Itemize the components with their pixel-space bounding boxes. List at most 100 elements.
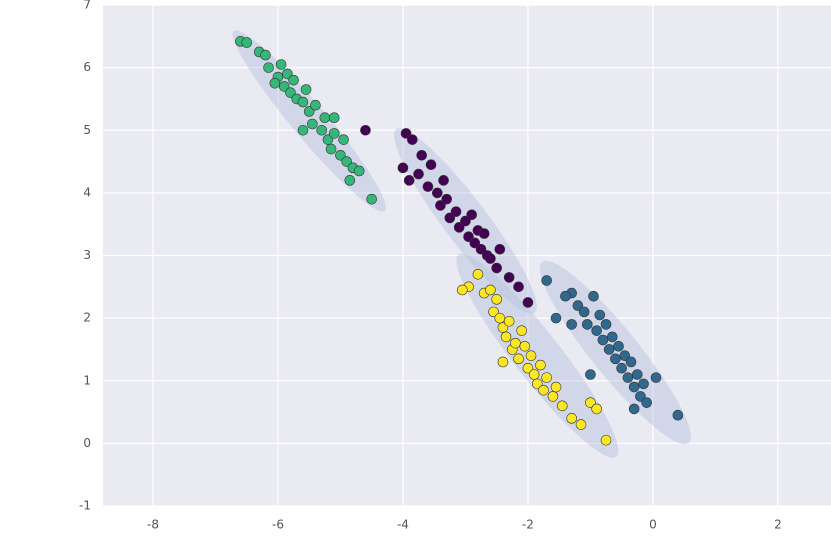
y-tick-label: 0 xyxy=(83,436,91,450)
scatter-point xyxy=(491,262,502,274)
scatter-point xyxy=(416,150,427,161)
scatter-point xyxy=(641,397,652,408)
x-tick-label: 0 xyxy=(649,518,657,532)
scatter-point xyxy=(619,350,631,362)
x-tick-label: 2 xyxy=(774,518,782,532)
scatter-point xyxy=(494,243,506,255)
scatter-point xyxy=(319,112,331,124)
scatter-point xyxy=(435,200,446,211)
scatter-point xyxy=(263,62,274,73)
scatter-point xyxy=(497,322,509,333)
scatter-point xyxy=(316,124,328,136)
scatter-point xyxy=(335,150,346,161)
scatter-point xyxy=(600,319,612,330)
scatter-point xyxy=(450,206,462,217)
scatter-point xyxy=(550,381,562,393)
scatter-point xyxy=(566,319,577,330)
scatter-point xyxy=(522,297,534,308)
scatter-point xyxy=(438,175,449,186)
x-tick-label: -6 xyxy=(272,518,284,532)
scatter-point xyxy=(532,378,543,390)
scatter-point xyxy=(631,369,643,380)
scatter-point xyxy=(610,353,621,365)
scatter-point xyxy=(275,59,287,70)
y-tick-label: -1 xyxy=(79,499,91,513)
scatter-point xyxy=(519,341,531,352)
scatter-point xyxy=(566,413,577,424)
y-tick-label: 7 xyxy=(83,0,91,12)
scatter-point xyxy=(400,128,412,139)
scatter-point xyxy=(366,193,378,205)
scatter-point xyxy=(453,222,465,233)
scatter-point xyxy=(341,156,353,167)
scatter-point xyxy=(628,403,640,415)
scatter-point xyxy=(444,212,456,224)
scatter-point xyxy=(307,118,318,130)
scatter-point xyxy=(463,231,474,243)
scatter-point xyxy=(328,128,340,139)
scatter-point xyxy=(485,253,496,264)
scatter-point xyxy=(547,391,559,402)
scatter-point xyxy=(397,162,409,174)
scatter-point xyxy=(303,106,315,117)
scatter-point xyxy=(622,372,634,383)
scatter-point xyxy=(475,243,487,255)
scatter-point xyxy=(535,359,546,371)
scatter-point xyxy=(510,337,521,349)
scatter-point xyxy=(500,331,512,343)
scatter-point xyxy=(585,369,596,380)
scatter-point xyxy=(488,306,499,318)
scatter-point xyxy=(578,306,590,318)
scatter-point xyxy=(572,300,584,311)
scatter-point xyxy=(269,77,281,89)
scatter-point xyxy=(413,168,424,180)
scatter-point xyxy=(522,362,534,374)
scatter-point xyxy=(478,228,490,239)
scatter-point xyxy=(525,350,537,362)
scatter-point xyxy=(603,344,615,355)
scatter-point xyxy=(638,378,649,390)
y-tick-label: 5 xyxy=(83,123,91,137)
scatter-point xyxy=(457,284,468,296)
scatter-point xyxy=(432,187,443,199)
scatter-point xyxy=(338,134,349,145)
scatter-point xyxy=(494,312,506,324)
scatter-point xyxy=(353,165,365,177)
scatter-point xyxy=(591,403,602,415)
scatter-point xyxy=(285,87,296,98)
scatter-point xyxy=(485,284,496,296)
scatter-point xyxy=(600,434,612,446)
scatter-point xyxy=(672,409,684,421)
scatter-point xyxy=(503,272,515,283)
scatter-point xyxy=(278,81,290,92)
scatter-point xyxy=(260,49,271,61)
scatter-point xyxy=(513,281,524,293)
scatter-point xyxy=(591,325,602,336)
scatter-point xyxy=(310,99,321,111)
scatter-point xyxy=(472,268,484,280)
scatter-point xyxy=(328,112,340,124)
y-tick-label: 2 xyxy=(83,311,91,325)
scatter-point xyxy=(541,372,552,383)
scatter-point xyxy=(297,124,309,136)
scatter-point xyxy=(581,319,593,330)
scatter-point xyxy=(241,37,253,48)
scatter-point xyxy=(628,381,640,393)
scatter-point xyxy=(441,193,452,205)
scatter-point xyxy=(528,369,540,380)
scatter-point xyxy=(403,175,415,186)
scatter-point xyxy=(625,356,637,368)
y-tick-label: 3 xyxy=(83,248,91,262)
scatter-point xyxy=(300,84,312,95)
scatter-point xyxy=(585,397,596,408)
scatter-point xyxy=(344,175,356,186)
scatter-point xyxy=(597,334,609,346)
scatter-point xyxy=(469,237,481,249)
x-tick-label: -8 xyxy=(147,518,159,532)
y-tick-label: 4 xyxy=(83,185,91,199)
y-tick-label: 6 xyxy=(83,60,91,74)
cluster-ellipse xyxy=(456,253,619,458)
scatter-point xyxy=(422,181,434,192)
scatter-point xyxy=(322,134,334,145)
